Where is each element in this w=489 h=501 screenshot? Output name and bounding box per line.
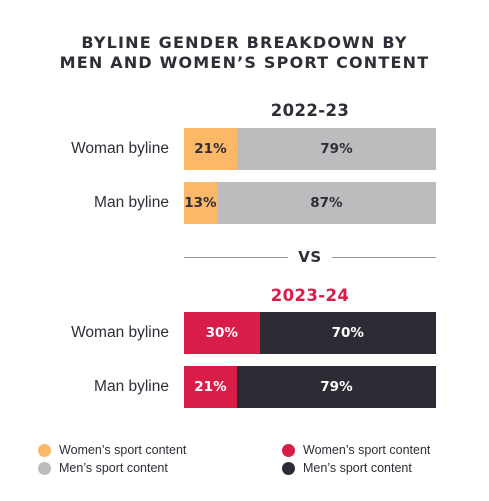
legend-item-women-sport-2023: Women’s sport content xyxy=(282,443,430,457)
bar-segment-women-sport-2022-man: 13% xyxy=(184,182,217,224)
row-label-man-byline-2022: Man byline xyxy=(94,194,169,211)
bar-woman-byline-2022: 21% 79% xyxy=(184,128,436,170)
bar-segment-women-sport-2023-man: 21% xyxy=(184,366,237,408)
period-title-2023-24: 2023-24 xyxy=(270,286,350,305)
period-title-2022-23: 2022-23 xyxy=(270,101,350,120)
chart-title-line-1: BYLINE GENDER BREAKDOWN BY xyxy=(81,33,408,52)
data-label: 79% xyxy=(320,379,353,395)
bar-man-byline-2022: 13% 87% xyxy=(184,182,436,224)
data-label: 13% xyxy=(184,195,217,211)
row-label-woman-byline-2022: Woman byline xyxy=(71,140,169,157)
vs-divider-right xyxy=(332,257,436,258)
chart-title-line-2: MEN AND WOMEN’S SPORT CONTENT xyxy=(59,53,430,72)
bar-man-byline-2023: 21% 79% xyxy=(184,366,436,408)
vs-divider-left xyxy=(184,257,288,258)
data-label: 21% xyxy=(194,379,227,395)
data-label: 87% xyxy=(310,195,343,211)
data-label: 30% xyxy=(205,325,238,341)
legend-swatch xyxy=(38,443,51,457)
data-label: 21% xyxy=(194,141,227,157)
bar-woman-byline-2023: 30% 70% xyxy=(184,312,436,354)
bar-segment-women-sport-2022-woman: 21% xyxy=(184,128,237,170)
bar-segment-men-sport-2022-woman: 79% xyxy=(236,128,436,170)
row-label-man-byline-2023: Man byline xyxy=(94,378,169,395)
vs-label: VS xyxy=(298,248,322,266)
row-label-woman-byline-2023: Woman byline xyxy=(71,324,169,341)
bar-segment-men-sport-2022-man: 87% xyxy=(216,182,436,224)
legend-label: Women’s sport content xyxy=(303,443,431,457)
legend-label: Men’s sport content xyxy=(303,461,412,475)
bar-segment-men-sport-2023-woman: 70% xyxy=(259,312,436,354)
legend-swatch xyxy=(282,443,295,457)
bar-segment-men-sport-2023-man: 79% xyxy=(236,366,436,408)
legend-swatch xyxy=(282,461,295,475)
bar-segment-women-sport-2023-woman: 30% xyxy=(184,312,260,354)
legend-label: Women’s sport content xyxy=(59,443,187,457)
data-label: 79% xyxy=(320,141,353,157)
legend-item-women-sport-2022: Women’s sport content xyxy=(38,443,186,457)
legend-item-men-sport-2023: Men’s sport content xyxy=(282,461,412,475)
data-label: 70% xyxy=(331,325,364,341)
legend-label: Men’s sport content xyxy=(59,461,168,475)
legend-swatch xyxy=(38,461,51,475)
legend-item-men-sport-2022: Men’s sport content xyxy=(38,461,168,475)
